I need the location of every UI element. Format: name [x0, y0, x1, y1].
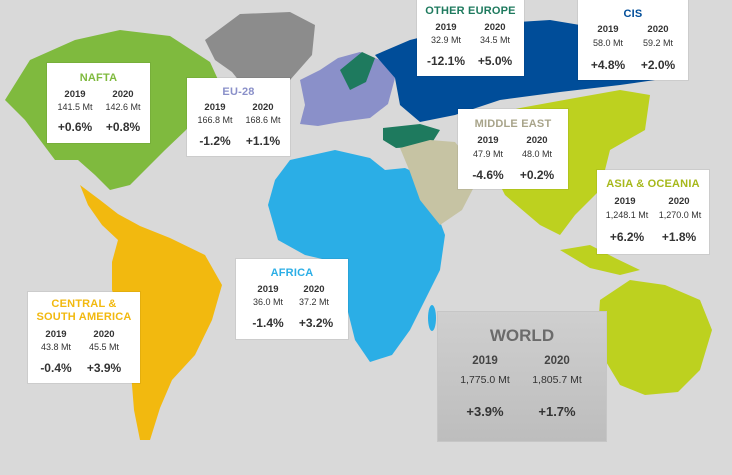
- middle-east-shape: [400, 140, 475, 225]
- change-label: +3.2%: [298, 316, 334, 330]
- eu28-shape: [300, 52, 395, 126]
- africa-info-box: AFRICA 2019 2020 36.0 Mt 37.2 Mt -1.4% +…: [236, 259, 348, 339]
- region-title: AFRICA: [270, 267, 314, 279]
- year-label: 2020: [484, 22, 506, 33]
- value-label: 48.0 Mt: [521, 149, 552, 159]
- asia-oceania-info-box: ASIA & OCEANIA 2019 2020 1,248.1 Mt 1,27…: [597, 170, 709, 254]
- region-title: MIDDLE EAST: [474, 118, 552, 130]
- value-label: 166.8 Mt: [197, 115, 233, 125]
- year-label: 2019: [477, 135, 499, 146]
- csa-shape: [80, 185, 222, 440]
- eu28-info-box: EU-28 2019 2020 166.8 Mt 168.6 Mt -1.2% …: [187, 78, 290, 156]
- change-label: -4.6%: [472, 168, 504, 182]
- region-title: ASIA & OCEANIA: [606, 178, 700, 190]
- year-label: 2019: [204, 102, 226, 113]
- csa-info-box: CENTRAL & SOUTH AMERICA 2019 2020 43.8 M…: [28, 292, 140, 383]
- value-label: 34.5 Mt: [479, 35, 510, 45]
- change-label: +0.8%: [105, 120, 141, 134]
- year-label: 2020: [93, 329, 115, 340]
- change-label: +3.9%: [466, 404, 504, 419]
- change-label: +1.8%: [661, 230, 697, 244]
- region-title: CENTRAL & SOUTH AMERICA: [36, 298, 132, 323]
- value-label: 32.9 Mt: [430, 35, 461, 45]
- change-label: -1.4%: [252, 316, 284, 330]
- year-label: 2019: [597, 24, 619, 35]
- oceania-shape: [598, 280, 712, 395]
- islands-shape: [560, 245, 640, 275]
- other-europe-shape: [340, 52, 440, 148]
- year-label: 2019: [472, 355, 498, 367]
- change-label: +1.7%: [538, 404, 576, 419]
- world-title: WORLD: [489, 326, 555, 345]
- year-label: 2020: [303, 284, 325, 295]
- change-label: -1.2%: [199, 134, 231, 148]
- value-label: 37.2 Mt: [298, 297, 329, 307]
- year-label: 2019: [64, 89, 86, 100]
- year-label: 2020: [668, 196, 690, 207]
- change-label: +6.2%: [609, 230, 645, 244]
- other-europe-info-box: OTHER EUROPE 2019 2020 32.9 Mt 34.5 Mt -…: [417, 0, 524, 76]
- change-label: +5.0%: [477, 54, 513, 68]
- region-title: EU-28: [222, 86, 255, 98]
- value-label: 58.0 Mt: [592, 38, 623, 48]
- year-label: 2020: [526, 135, 548, 146]
- change-label: +3.9%: [86, 361, 122, 375]
- value-label: 43.8 Mt: [40, 342, 71, 352]
- cis-info-box: CIS 2019 2020 58.0 Mt 59.2 Mt +4.8% +2.0…: [578, 0, 688, 80]
- change-label: +1.1%: [245, 134, 281, 148]
- middle-east-info-box: MIDDLE EAST 2019 2020 47.9 Mt 48.0 Mt -4…: [458, 109, 568, 189]
- value-label: 45.5 Mt: [88, 342, 119, 352]
- greenland-shape: [205, 12, 315, 96]
- value-label: 59.2 Mt: [642, 38, 673, 48]
- year-label: 2019: [435, 22, 457, 33]
- year-label: 2019: [257, 284, 279, 295]
- change-label: -0.4%: [40, 361, 72, 375]
- value-label: 47.9 Mt: [472, 149, 503, 159]
- value-label: 1,775.0 Mt: [460, 374, 510, 386]
- world-info-box: WORLD 2019 2020 1,775.0 Mt 1,805.7 Mt +3…: [437, 311, 607, 442]
- africa-shape: [268, 150, 445, 362]
- year-label: 2019: [45, 329, 67, 340]
- madagascar-shape: [428, 305, 436, 331]
- region-title: CIS: [623, 8, 643, 20]
- change-label: -12.1%: [426, 54, 466, 68]
- year-label: 2020: [252, 102, 274, 113]
- region-title: NAFTA: [79, 72, 118, 84]
- value-label: 1,805.7 Mt: [532, 374, 582, 386]
- change-label: +4.8%: [590, 58, 626, 72]
- value-label: 36.0 Mt: [252, 297, 283, 307]
- value-label: 142.6 Mt: [105, 102, 141, 112]
- value-label: 1,270.0 Mt: [658, 210, 702, 220]
- value-label: 168.6 Mt: [245, 115, 281, 125]
- year-label: 2020: [647, 24, 669, 35]
- year-label: 2020: [112, 89, 134, 100]
- change-label: +2.0%: [640, 58, 676, 72]
- year-label: 2019: [614, 196, 636, 207]
- nafta-info-box: NAFTA 2019 2020 141.5 Mt 142.6 Mt +0.6% …: [47, 63, 150, 143]
- change-label: +0.6%: [57, 120, 93, 134]
- value-label: 141.5 Mt: [57, 102, 93, 112]
- change-label: +0.2%: [519, 168, 555, 182]
- year-label: 2020: [544, 355, 570, 367]
- region-title: OTHER EUROPE: [425, 5, 516, 17]
- value-label: 1,248.1 Mt: [605, 210, 649, 220]
